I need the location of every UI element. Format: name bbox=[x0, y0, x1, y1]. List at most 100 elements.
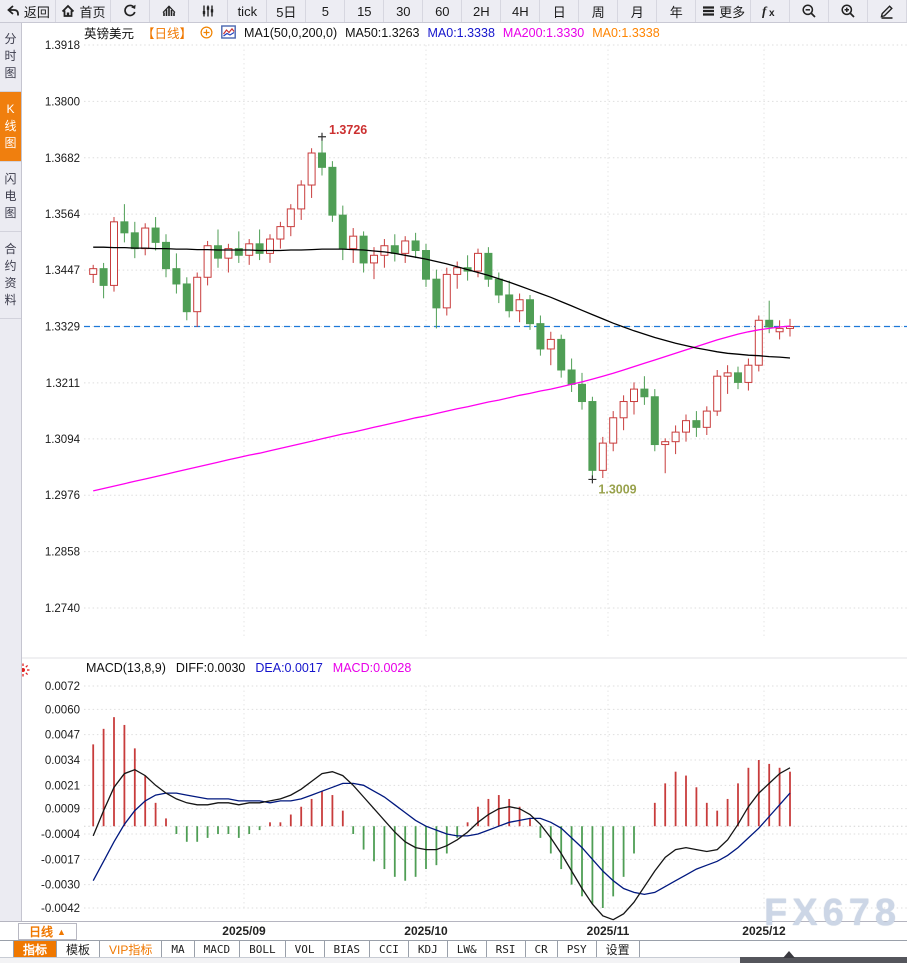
candle-body bbox=[328, 166, 337, 216]
macd-y-tick-label: 0.0034 bbox=[45, 755, 81, 767]
tab-macd[interactable]: MACD bbox=[195, 941, 241, 958]
tab-vol[interactable]: VOL bbox=[286, 941, 325, 958]
candle-body bbox=[141, 227, 150, 250]
zoom-in-button[interactable] bbox=[829, 0, 869, 22]
toolbar: 返回 首页 tick 5日 5 15 30 60 2H 4H 日 周 月 年 更多 f x bbox=[0, 0, 907, 23]
main-y-tick-label: 1.3918 bbox=[45, 40, 80, 52]
period-4h-button[interactable]: 4H bbox=[501, 0, 541, 22]
candle-body bbox=[754, 319, 763, 366]
home-button[interactable]: 首页 bbox=[56, 0, 112, 22]
macd-dea-line bbox=[92, 782, 791, 896]
tab-rsi[interactable]: RSI bbox=[487, 941, 526, 958]
tab-boll[interactable]: BOLL bbox=[240, 941, 286, 958]
draw-tool-button[interactable] bbox=[868, 0, 907, 22]
candle-body bbox=[661, 441, 670, 446]
sidebar-item-kline-chart[interactable]: K 线 图 bbox=[0, 92, 21, 162]
period-week-button[interactable]: 周 bbox=[579, 0, 619, 22]
period-year-button[interactable]: 年 bbox=[657, 0, 697, 22]
sidebar-item-contract-info[interactable]: 合 约 资 料 bbox=[0, 232, 21, 319]
horizontal-scrollbar-thumb[interactable] bbox=[740, 957, 907, 963]
candle-body bbox=[442, 273, 451, 309]
refresh-button[interactable] bbox=[111, 0, 151, 22]
tab-psy[interactable]: PSY bbox=[558, 941, 597, 958]
tab-cci[interactable]: CCI bbox=[370, 941, 409, 958]
candle-body bbox=[723, 372, 732, 377]
zoom-out-icon bbox=[801, 3, 817, 19]
candle-body bbox=[557, 338, 566, 371]
candle-body bbox=[609, 417, 618, 444]
high-marker-icon bbox=[318, 132, 326, 141]
candle-body bbox=[619, 401, 628, 419]
period-30min-button[interactable]: 30 bbox=[384, 0, 424, 22]
period-year-button-label: 年 bbox=[669, 4, 683, 20]
period-5day-button[interactable]: 5日 bbox=[267, 0, 307, 22]
candle-body bbox=[203, 245, 212, 278]
low-price-annotation: 1.3009 bbox=[598, 482, 636, 496]
candle-body bbox=[682, 420, 690, 433]
candle-body bbox=[120, 221, 129, 234]
tab-cr[interactable]: CR bbox=[526, 941, 558, 958]
period-day-button[interactable]: 日 bbox=[540, 0, 580, 22]
macd-y-tick-label: 0.0021 bbox=[45, 780, 80, 792]
candle-body bbox=[505, 294, 514, 312]
candle-body bbox=[692, 420, 701, 428]
macd-y-tick-label: 0.0060 bbox=[45, 704, 80, 716]
chart-canvas[interactable]: 1.3918 1.3800 1.3682 1.3564 1.3447 1.3329 1.32… bbox=[22, 22, 907, 921]
period-2h-button-label: 2H bbox=[473, 3, 490, 19]
candle-body bbox=[255, 243, 264, 254]
period-60min-button[interactable]: 60 bbox=[423, 0, 463, 22]
tab-模板[interactable]: 模板 bbox=[57, 941, 101, 958]
candle-body bbox=[546, 338, 555, 350]
main-y-tick-label: 1.2740 bbox=[45, 603, 80, 615]
candle-body bbox=[484, 252, 493, 280]
period-15min-button[interactable]: 15 bbox=[345, 0, 385, 22]
kline-settings-button[interactable] bbox=[189, 0, 229, 22]
candle-body bbox=[349, 235, 358, 250]
macd-y-tick-label: -0.0042 bbox=[41, 903, 80, 915]
tab-vip指标[interactable]: VIP指标 bbox=[100, 941, 163, 958]
tab-设置[interactable]: 设置 bbox=[597, 941, 640, 958]
tab-kdj[interactable]: KDJ bbox=[409, 941, 448, 958]
circle-plus-icon[interactable] bbox=[200, 25, 213, 40]
chart-style-icon[interactable] bbox=[221, 25, 236, 40]
candle-body bbox=[567, 369, 576, 385]
period-dropdown-label: 日线 bbox=[29, 925, 54, 939]
candle-body bbox=[286, 208, 295, 228]
ma200-line bbox=[93, 325, 791, 492]
sidebar-item-time-chart[interactable]: 分 时 图 bbox=[0, 22, 21, 92]
tab-指标[interactable]: 指标 bbox=[14, 941, 58, 958]
back-button[interactable]: 返回 bbox=[0, 0, 56, 22]
period-2h-button[interactable]: 2H bbox=[462, 0, 502, 22]
zoom-out-button[interactable] bbox=[790, 0, 830, 22]
macd-y-tick-label: 0.0047 bbox=[45, 730, 80, 742]
candle-body bbox=[411, 240, 420, 252]
period-4h-button-label: 4H bbox=[512, 3, 529, 19]
macd-y-tick-label: -0.0017 bbox=[41, 854, 80, 866]
horizontal-scrollbar-track[interactable] bbox=[0, 957, 907, 963]
period-dropdown-button[interactable]: 日线 ▲ bbox=[18, 923, 77, 940]
x-axis-label: 2025/09 bbox=[222, 924, 266, 938]
scrollbar-arrow-icon[interactable] bbox=[783, 951, 795, 958]
period-tick-button[interactable]: tick bbox=[228, 0, 268, 22]
sidebar-item-lightning-chart[interactable]: 闪 电 图 bbox=[0, 162, 21, 232]
candle-body bbox=[598, 442, 607, 471]
back-icon bbox=[5, 3, 21, 19]
period-5min-button-label: 5 bbox=[321, 3, 329, 19]
main-y-tick-label: 1.2976 bbox=[45, 490, 80, 502]
macd-y-tick-label: -0.0004 bbox=[41, 829, 81, 841]
home-button-label: 首页 bbox=[79, 4, 106, 20]
tab-bias[interactable]: BIAS bbox=[325, 941, 370, 958]
period-month-button[interactable]: 月 bbox=[618, 0, 658, 22]
tab-ma[interactable]: MA bbox=[162, 941, 195, 958]
more-menu-button[interactable]: 更多 bbox=[696, 0, 752, 22]
candle-body bbox=[702, 410, 711, 428]
tab-lw[interactable]: LW& bbox=[448, 941, 487, 958]
x-axis-strip: 日线 ▲ 2025/09 2025/10 2025/11 2025/12 bbox=[0, 921, 907, 941]
period-5min-button[interactable]: 5 bbox=[306, 0, 346, 22]
candle-body bbox=[744, 364, 753, 383]
candle-body bbox=[193, 276, 202, 313]
trend-chart-button[interactable] bbox=[150, 0, 190, 22]
